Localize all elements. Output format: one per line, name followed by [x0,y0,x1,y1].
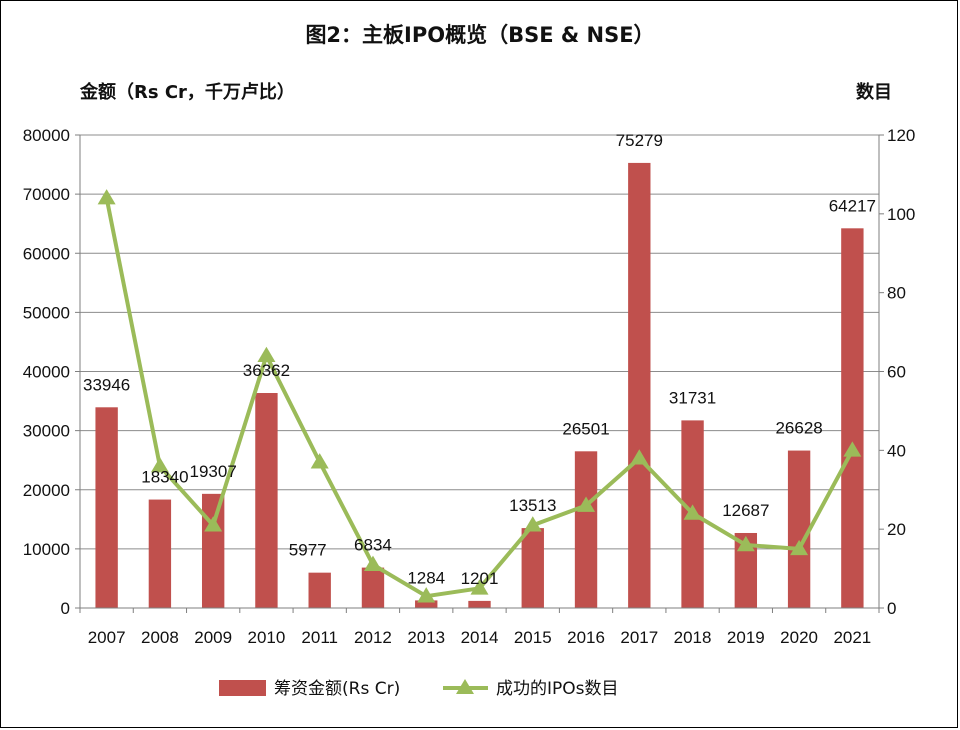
axes: 0 10000 20000 30000 40000 50000 60000 70000 8000… [23,126,916,647]
y-tick-label: 10000 [23,540,70,559]
y-tick-label: 40000 [23,363,70,382]
bar [841,228,864,608]
bar-data-label: 31731 [669,388,716,407]
y2-tick-label: 60 [887,363,906,382]
y-tick-label: 20000 [23,481,70,500]
x-tick-label: 2021 [833,628,871,647]
line-point [523,516,542,532]
bar-data-label: 6834 [354,536,392,555]
line-point [363,555,382,571]
line-point [417,587,436,603]
bar [787,450,811,608]
y-tick-label: 50000 [23,303,70,322]
legend: 筹资金额(Rs Cr) 成功的IPOs数目 [219,679,619,699]
line-point [736,535,755,552]
y2-tick-label: 20 [887,520,906,539]
bar-data-label: 1284 [407,568,445,587]
bar [415,600,438,608]
x-tick-label: 2008 [141,628,179,647]
x-tick-label: 2014 [461,628,499,647]
x-tick-label: 2009 [194,628,232,647]
x-tick-label: 2016 [567,628,605,647]
legend-bar-label: 筹资金额(Rs Cr) [274,679,400,699]
legend-bar-swatch [219,680,266,696]
chart-title: 图2：主板IPO概览（BSE & NSE） [305,23,654,47]
y2-tick-label: 80 [887,284,906,303]
bar [628,162,651,609]
bar [148,499,172,608]
line-point [310,453,329,469]
line-point [257,346,276,363]
line-point [683,504,702,520]
x-tick-label: 2020 [780,628,818,647]
data-labels: 33946 18340 19307 36362 5977 6834 1284 1201 1351… [83,131,876,588]
bar [574,451,598,608]
y-tick-label: 70000 [23,185,70,204]
line-point [470,579,489,595]
x-tick-label: 2011 [301,628,338,647]
y2-axis-title: 数目 [856,81,892,103]
line-point [150,457,169,473]
bar-data-label: 13513 [509,496,556,515]
x-tick-label: 2017 [620,628,658,647]
y2-tick-label: 40 [887,441,906,460]
y-tick-label: 80000 [23,126,70,145]
y-tick-label: 30000 [23,422,70,441]
bar [521,528,544,608]
bar-data-label: 26501 [562,419,609,438]
bar [255,393,278,608]
bar-data-label: 5977 [289,541,327,560]
y-tick-label: 0 [61,599,70,618]
y2-tick-label: 0 [887,599,896,618]
bar-data-label: 33946 [83,375,130,394]
gridlines [80,134,879,609]
x-tick-label: 2007 [88,628,126,647]
bar-data-label: 64217 [829,196,876,215]
bar-data-label: 36362 [243,361,290,380]
legend-line-marker [456,679,474,694]
line-point [843,441,862,457]
y2-tick-label: 120 [887,126,915,145]
bar-data-label: 1201 [461,569,499,588]
bar-data-label: 26628 [775,419,822,438]
y-axis-title: 金额（Rs Cr，千万卢比） [79,81,295,103]
bar [361,567,385,608]
line-point [204,516,223,532]
x-tick-label: 2019 [727,628,765,647]
bar-data-label: 19307 [190,462,237,481]
x-tick-label: 2010 [248,628,286,647]
bar [308,572,331,608]
bar [468,600,491,608]
x-tick-label: 2015 [514,628,552,647]
x-tick-label: 2018 [674,628,712,647]
bar-data-label: 12687 [722,501,769,520]
y2-tick-label: 100 [887,205,915,224]
bar [201,493,225,608]
bar [734,532,758,608]
line-point [97,189,116,205]
legend-line-label: 成功的IPOs数目 [496,679,619,699]
line-point [630,449,649,465]
x-tick-label: 2013 [407,628,445,647]
line-point [790,539,809,556]
bar-data-label: 18340 [141,468,188,487]
y-tick-label: 60000 [23,244,70,263]
bar-data-label: 75279 [616,131,663,150]
line-series [97,189,862,603]
bar [95,407,118,608]
x-tick-label: 2012 [354,628,392,647]
line-point [577,496,596,512]
